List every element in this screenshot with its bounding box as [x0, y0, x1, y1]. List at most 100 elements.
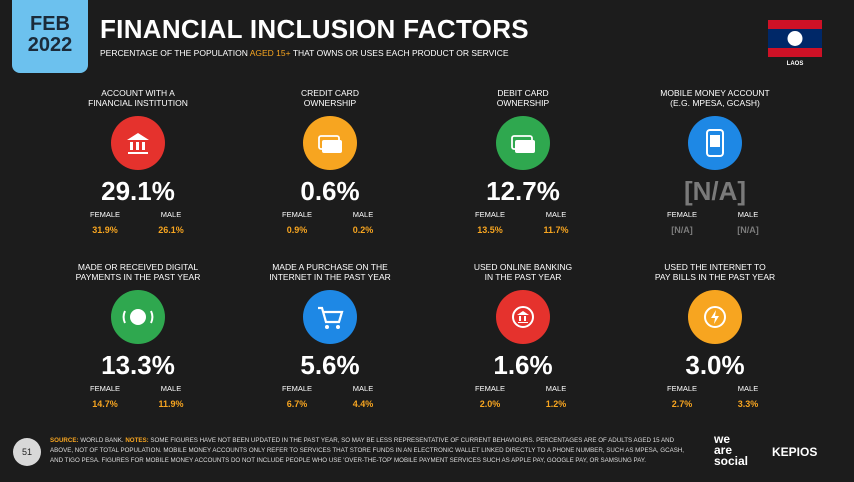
female-value: 14.7% [92, 399, 118, 409]
male-label: MALE [352, 210, 374, 219]
icon [111, 290, 165, 344]
male-value: [N/A] [737, 225, 759, 235]
card-label: DEBIT CARD OWNERSHIP [428, 88, 618, 108]
male-value: 3.3% [737, 399, 759, 409]
card: MADE A PURCHASE ON THE INTERNET IN THE PA… [235, 262, 425, 422]
country: LAOS [786, 61, 804, 67]
card-label: USED THE INTERNET TO PAY BILLS IN THE PAS… [620, 262, 810, 282]
female-label: FEMALE [281, 384, 312, 393]
female-label: FEMALE [666, 384, 697, 393]
logo-wearesocial: we are social [714, 432, 749, 468]
card: USED ONLINE BANKING IN THE PAST YEAR 1.6% F… [428, 262, 618, 422]
male-label: MALE [352, 384, 374, 393]
card: DEBIT CARD OWNERSHIP 12.7% FEMALE MALE 13.5% 1… [428, 88, 618, 248]
card-label-line: MADE A PURCHASE ON THE [272, 262, 388, 272]
card-label-line: FINANCIAL INSTITUTION [88, 98, 188, 108]
female-value: 2.0% [479, 399, 501, 409]
subtitle-highlight: AGED 15+ [249, 48, 291, 58]
male-value: 26.1% [158, 225, 184, 235]
male-label: MALE [545, 210, 567, 219]
icon [688, 116, 742, 170]
logo-kepios: KEPIOS [772, 445, 818, 459]
card-label-line: DEBIT CARD [497, 88, 549, 98]
card-label-line: USED ONLINE BANKING [473, 262, 573, 272]
card-value: 12.7% [486, 176, 560, 206]
card-label: MADE A PURCHASE ON THE INTERNET IN THE PA… [235, 262, 425, 282]
male-value: 4.4% [352, 399, 374, 409]
female-value: 31.9% [92, 225, 118, 235]
male-value: 0.2% [352, 225, 374, 235]
female-label: FEMALE [89, 384, 120, 393]
card: ACCOUNT WITH A FINANCIAL INSTITUTION 29.1%… [43, 88, 233, 248]
card: MOBILE MONEY ACCOUNT (E.G. MPESA, GCASH) [… [620, 88, 810, 248]
card-label-line: IN THE PAST YEAR [484, 272, 562, 282]
icon [496, 290, 550, 344]
icon [303, 290, 357, 344]
card-label-line: PAYMENTS IN THE PAST YEAR [75, 272, 201, 282]
source-label: SOURCE: [50, 437, 79, 444]
card-label-line: MADE OR RECEIVED DIGITAL [77, 262, 199, 272]
footnote: SOURCE: WORLD BANK. NOTES: SOME FIGURES … [50, 436, 690, 466]
subtitle-text: PERCENTAGE OF THE POPULATION [100, 48, 250, 58]
subtitle: PERCENTAGE OF THE POPULATION AGED 15+ TH… [100, 48, 509, 58]
year: 2022 [27, 34, 73, 56]
card-label: MADE OR RECEIVED DIGITAL PAYMENTS IN THE … [43, 262, 233, 282]
card-label-line: OWNERSHIP [303, 98, 357, 108]
female-label: FEMALE [89, 210, 120, 219]
logo-text: are [714, 443, 733, 457]
page-number: 51 [13, 438, 41, 466]
female-label: FEMALE [281, 210, 312, 219]
title: FINANCIAL INCLUSION FACTORS [100, 14, 529, 44]
male-value: 11.7% [543, 225, 569, 235]
icon [688, 290, 742, 344]
male-label: MALE [737, 210, 759, 219]
source: WORLD BANK. [78, 437, 126, 444]
card-value: 1.6% [493, 350, 553, 380]
card-label-line: ACCOUNT WITH A [101, 88, 175, 98]
card-value: 3.0% [685, 350, 745, 380]
icon [496, 116, 550, 170]
card-value: 0.6% [300, 176, 360, 206]
female-value: 0.9% [286, 225, 308, 235]
notes: SOME FIGURES HAVE NOT BEEN UPDATED IN TH… [50, 437, 685, 464]
card-label-line: PAY BILLS IN THE PAST YEAR [654, 272, 776, 282]
date-box: FEB 2022 [12, 0, 88, 73]
male-label: MALE [737, 384, 759, 393]
card-label-line: CREDIT CARD [301, 88, 359, 98]
female-label: FEMALE [666, 210, 697, 219]
female-value: [N/A] [671, 225, 693, 235]
notes-label: NOTES: [125, 437, 149, 444]
male-label: MALE [160, 210, 182, 219]
card-value: 13.3% [101, 350, 175, 380]
card-label-line: USED THE INTERNET TO [664, 262, 766, 272]
female-label: FEMALE [474, 210, 505, 219]
male-label: MALE [160, 384, 182, 393]
card-label-line: OWNERSHIP [496, 98, 550, 108]
month: FEB [30, 13, 70, 35]
female-label: FEMALE [474, 384, 505, 393]
male-value: 11.9% [158, 399, 184, 409]
male-value: 1.2% [545, 399, 567, 409]
card-label: ACCOUNT WITH A FINANCIAL INSTITUTION [43, 88, 233, 108]
logo-text: social [714, 454, 749, 468]
subtitle-text: THAT OWNS OR USES EACH PRODUCT OR SERVIC… [290, 48, 509, 58]
card-value: 5.6% [300, 350, 360, 380]
card-label: MOBILE MONEY ACCOUNT (E.G. MPESA, GCASH) [620, 88, 810, 108]
card-label: CREDIT CARD OWNERSHIP [235, 88, 425, 108]
card-label-line: INTERNET IN THE PAST YEAR [269, 272, 391, 282]
male-label: MALE [545, 384, 567, 393]
card-value: 29.1% [101, 176, 175, 206]
card-label-line: MOBILE MONEY ACCOUNT [660, 88, 770, 98]
card: USED THE INTERNET TO PAY BILLS IN THE PAS… [620, 262, 810, 422]
female-value: 2.7% [671, 399, 693, 409]
female-value: 13.5% [477, 225, 503, 235]
card-label: USED ONLINE BANKING IN THE PAST YEAR [428, 262, 618, 282]
card-value: [N/A] [683, 176, 747, 206]
icon [111, 116, 165, 170]
card-label-line: (E.G. MPESA, GCASH) [670, 98, 760, 108]
flag [768, 20, 822, 57]
icon [303, 116, 357, 170]
logo-text: we [714, 432, 731, 446]
card: MADE OR RECEIVED DIGITAL PAYMENTS IN THE … [43, 262, 233, 422]
